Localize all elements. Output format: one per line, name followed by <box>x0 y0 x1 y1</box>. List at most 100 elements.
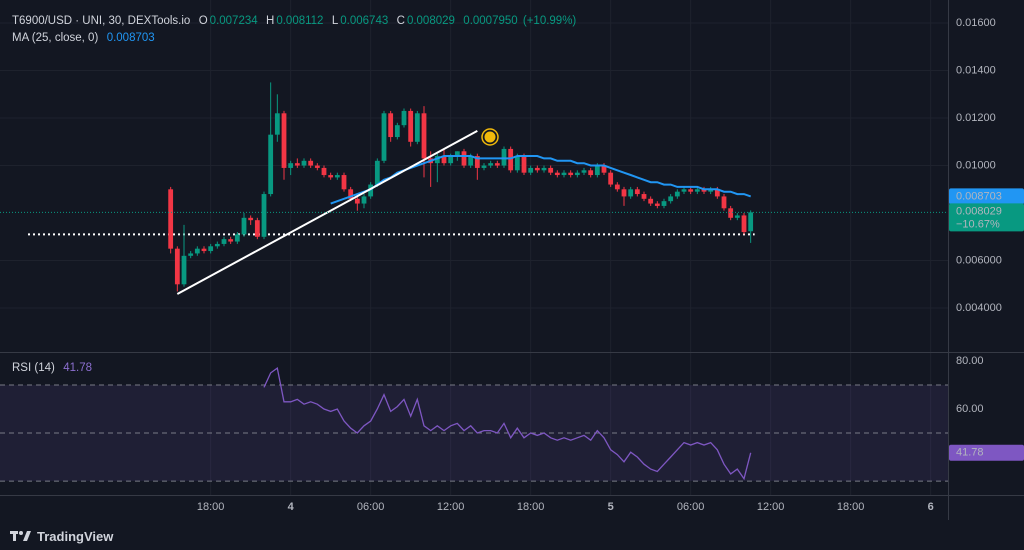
last-change-label: −10.67% <box>956 218 1000 230</box>
candle-body <box>574 172 580 176</box>
candle-body <box>461 151 467 166</box>
candle-body <box>668 196 674 202</box>
candle-body <box>354 198 360 204</box>
y-tick-label: 60.00 <box>956 403 984 415</box>
candle-body <box>628 189 634 197</box>
ma-value: 0.008703 <box>106 32 155 44</box>
y-tick-label: 0.01400 <box>956 64 996 76</box>
candle-body <box>174 248 180 285</box>
candle-body <box>734 215 740 218</box>
event-icon[interactable] <box>481 128 499 146</box>
candle-body <box>214 243 220 247</box>
candle-body <box>208 246 214 252</box>
symbol-title: T6900/USD · UNI, 30, DEXTools.io <box>12 15 191 27</box>
candle-body <box>528 167 534 173</box>
rsi-label-bg <box>949 444 1024 461</box>
candle-body <box>188 253 194 256</box>
candle-body <box>601 165 607 173</box>
candle-body <box>508 148 514 171</box>
candle-body <box>408 110 414 142</box>
x-tick-label: 18:00 <box>517 501 545 513</box>
candle-body <box>401 110 407 126</box>
rsi-line <box>263 366 752 481</box>
candle-body <box>741 215 747 233</box>
candle-body <box>221 239 227 244</box>
y-tick-label: 80.00 <box>956 355 984 367</box>
price-legend: T6900/USD · UNI, 30, DEXTools.io O 0.0072… <box>12 15 578 27</box>
candle-body <box>268 134 274 195</box>
y-tick-label: 0.004000 <box>956 302 1002 314</box>
candle-body <box>621 189 627 197</box>
candle-body <box>434 156 440 164</box>
ohlc-letter: C <box>396 15 405 27</box>
candle-body <box>488 163 494 166</box>
ma-legend: MA (25, close, 0) 0.008703 <box>12 32 157 44</box>
candle-body <box>481 165 487 168</box>
rsi-band <box>0 384 948 482</box>
candle-body <box>414 113 420 142</box>
candle-body <box>328 175 334 178</box>
candle-body <box>394 125 400 138</box>
x-tick-label: 18:00 <box>197 501 225 513</box>
candle-body <box>634 189 640 195</box>
candle-body <box>548 167 554 173</box>
ma-price-label: 0.008703 <box>956 190 1002 202</box>
rsi-name: RSI (14) <box>12 362 55 374</box>
candle-body <box>534 167 540 171</box>
candle-body <box>708 189 714 192</box>
candle-body <box>568 172 574 176</box>
candle-body <box>334 175 340 178</box>
candle-body <box>714 189 720 197</box>
candle-body <box>581 170 587 173</box>
candle-body <box>514 156 520 171</box>
candle-body <box>274 113 280 135</box>
x-tick-label: 18:00 <box>837 501 865 513</box>
candle-body <box>314 165 320 168</box>
candle-body <box>194 248 200 254</box>
candle-body <box>661 201 667 206</box>
candle-body <box>301 160 307 166</box>
candle-body <box>614 184 620 190</box>
y-tick-label: 0.006000 <box>956 254 1002 266</box>
candle-body <box>201 248 207 252</box>
x-tick-label: 4 <box>288 501 295 513</box>
rsi-value: 41.78 <box>63 362 92 374</box>
candle-body <box>721 196 727 209</box>
x-tick-label: 6 <box>928 501 934 513</box>
candle-body <box>341 175 347 190</box>
candle-body <box>728 208 734 218</box>
candle-body <box>308 160 314 166</box>
candle-body <box>454 151 460 157</box>
candle-body <box>321 167 327 176</box>
candle-body <box>388 113 394 138</box>
last-price-label-bg <box>949 203 1024 232</box>
logo-icon <box>10 531 31 541</box>
x-tick-label: 5 <box>608 501 614 513</box>
x-tick-label: 12:00 <box>437 501 465 513</box>
x-tick-label: 12:00 <box>757 501 785 513</box>
candle-body <box>248 217 254 221</box>
footer-logo[interactable]: TradingView <box>10 526 113 546</box>
candle-body <box>541 167 547 171</box>
high-value: 0.008112 <box>276 15 324 27</box>
candle-body <box>688 189 694 192</box>
candle-body <box>474 156 480 168</box>
candle-body <box>748 212 754 232</box>
low-value: 0.006743 <box>340 15 389 27</box>
y-tick-label: 0.01600 <box>956 17 996 29</box>
rsi-label: 41.78 <box>956 447 984 459</box>
candle-body <box>588 170 594 176</box>
candle-body <box>234 234 240 242</box>
candle-body <box>501 148 507 166</box>
ohlc-letter: L <box>331 15 339 27</box>
x-tick-label: 06:00 <box>677 501 705 513</box>
candle-body <box>468 156 474 166</box>
candle-body <box>421 113 427 159</box>
candle-body <box>681 189 687 192</box>
change-percent: (+10.99%) <box>522 15 577 27</box>
ma-name: MA (25, close, 0) <box>12 32 99 44</box>
candle-body <box>294 163 300 166</box>
